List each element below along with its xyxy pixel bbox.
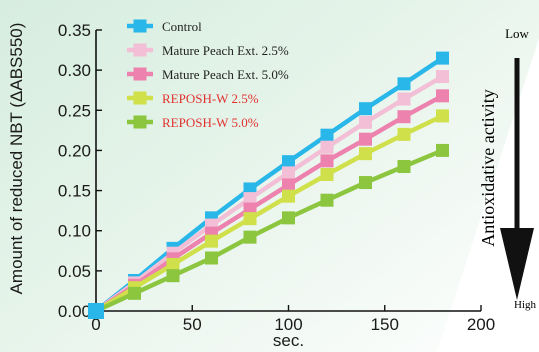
data-point	[320, 140, 334, 154]
data-point	[282, 166, 295, 180]
scale-title: Antioxidative activity	[478, 89, 498, 246]
y-tick-label: 0.10	[58, 222, 91, 241]
data-point	[397, 92, 411, 106]
legend-label: REPOSH-W 5.0%	[162, 115, 259, 130]
legend-marker	[133, 91, 147, 105]
data-point	[205, 251, 218, 265]
x-tick-label: 150	[371, 315, 399, 334]
data-point	[282, 189, 295, 203]
y-tick-label: 0.15	[58, 182, 91, 201]
scale-low-label: Low	[505, 26, 529, 41]
data-point	[359, 102, 372, 116]
data-point	[436, 109, 449, 123]
series-line	[95, 148, 444, 314]
data-point	[397, 127, 411, 141]
legend-marker	[133, 19, 147, 33]
y-tick-label: 0.25	[58, 101, 91, 120]
series-lines	[88, 51, 449, 319]
legend-label: Mature Peach Ext. 5.0%	[162, 67, 289, 82]
legend-entry-4: REPOSH-W 2.5%	[127, 91, 259, 106]
series-line	[94, 56, 444, 313]
x-axis-label: sec.	[273, 331, 304, 350]
data-point	[436, 143, 449, 157]
data-point	[359, 147, 372, 161]
data-point	[320, 193, 334, 207]
legend-entry-1: Control	[127, 19, 202, 34]
data-point	[282, 211, 295, 225]
data-point	[359, 115, 372, 129]
antioxidative-scale: Low Antioxidative activity High	[478, 26, 537, 311]
data-point	[436, 89, 449, 103]
data-point	[397, 110, 411, 124]
x-tick-label: 0	[91, 315, 100, 334]
data-point	[243, 212, 257, 226]
series-2	[89, 70, 449, 318]
data-point	[320, 154, 334, 168]
data-point	[166, 269, 180, 283]
x-tick-label: 200	[467, 315, 495, 334]
y-tick-label: 0.00	[58, 302, 91, 321]
data-point	[282, 155, 295, 169]
scale-high-label: High	[514, 299, 537, 311]
data-point	[397, 159, 411, 173]
data-point	[320, 168, 334, 182]
data-point	[128, 286, 141, 300]
data-point	[359, 176, 372, 190]
y-tick-label: 0.35	[58, 21, 91, 40]
x-ticks: 0 50 100 150 200	[91, 305, 495, 334]
data-point	[166, 257, 180, 271]
series-line	[94, 74, 444, 313]
scale-arrow-head	[500, 228, 534, 300]
legend-entry-2: Mature Peach Ext. 2.5%	[127, 43, 289, 58]
legend: Control Mature Peach Ext. 2.5% Mature Peac…	[127, 19, 289, 130]
x-tick-label: 50	[183, 315, 202, 334]
data-point	[397, 77, 411, 91]
legend-label: Control	[162, 19, 202, 34]
legend-marker	[133, 115, 147, 129]
data-point	[282, 178, 295, 192]
y-tick-label: 0.20	[58, 141, 91, 160]
legend-label: Mature Peach Ext. 2.5%	[162, 43, 289, 58]
data-point	[243, 192, 257, 206]
legend-entry-5: REPOSH-W 5.0%	[127, 115, 259, 130]
data-point	[320, 128, 334, 142]
y-tick-label: 0.30	[58, 61, 91, 80]
y-tick-label: 0.05	[58, 262, 91, 281]
legend-entry-3: Mature Peach Ext. 5.0%	[127, 67, 289, 82]
data-point	[436, 51, 449, 65]
origin-marker	[88, 303, 104, 319]
series-5	[89, 143, 449, 318]
series-line	[94, 93, 444, 313]
data-point	[243, 230, 257, 244]
data-point	[436, 70, 449, 84]
series-4	[89, 109, 449, 318]
series-line	[94, 113, 444, 313]
legend-marker	[133, 43, 147, 57]
legend-marker	[133, 67, 147, 81]
x-tick-label: 100	[274, 315, 302, 334]
legend-label: REPOSH-W 2.5%	[162, 91, 259, 106]
data-point	[205, 234, 218, 248]
data-point	[359, 132, 372, 146]
y-axis-label: Amount of reduced NBT (ΔABS550)	[7, 23, 26, 295]
